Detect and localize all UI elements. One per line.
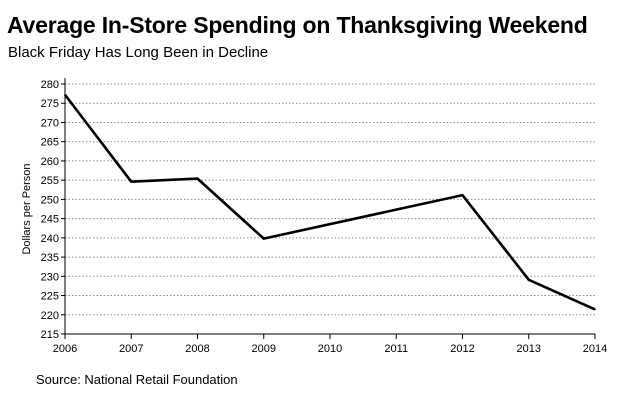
y-tick-label: 220 — [41, 310, 59, 322]
chart-title: Average In-Store Spending on Thanksgivin… — [7, 12, 588, 38]
y-tick-label: 255 — [41, 175, 59, 187]
y-tick-label: 235 — [41, 252, 59, 264]
x-axis-ticks: 2006 2007 2008 2009 2010 2011 2012 2013 2014 — [53, 334, 607, 355]
series-line — [63, 93, 596, 311]
source-note: Source: National Retail Foundation — [36, 372, 238, 387]
data-point — [461, 194, 464, 196]
data-point — [262, 237, 265, 240]
data-point — [64, 93, 66, 96]
y-tick-label: 250 — [41, 194, 59, 206]
x-tick-label: 2007 — [119, 343, 143, 355]
y-tick-label: 240 — [41, 233, 59, 245]
y-axis-label: Dollars per Person — [21, 163, 33, 254]
y-axis-ticks: 215 220 225 230 235 240 245 250 255 260 265 270 275 2… — [41, 79, 65, 341]
data-point — [130, 180, 133, 183]
x-tick-label: 2010 — [318, 343, 342, 355]
x-tick-label: 2006 — [53, 343, 77, 355]
y-tick-label: 245 — [41, 214, 59, 226]
data-point — [594, 308, 596, 311]
y-tick-label: 260 — [41, 156, 59, 168]
y-tick-label: 270 — [41, 117, 59, 129]
axes — [64, 78, 595, 335]
x-tick-label: 2014 — [583, 343, 607, 355]
y-tick-label: 265 — [41, 137, 59, 149]
x-tick-label: 2012 — [450, 343, 474, 355]
x-tick-label: 2009 — [252, 343, 276, 355]
x-tick-label: 2013 — [517, 343, 541, 355]
data-point — [527, 278, 530, 281]
y-tick-label: 225 — [41, 291, 59, 303]
x-tick-label: 2008 — [185, 343, 209, 355]
gridlines — [65, 83, 595, 316]
data-point — [196, 177, 199, 180]
series-group — [63, 93, 596, 311]
y-tick-label: 230 — [41, 271, 59, 283]
y-tick-label: 275 — [41, 98, 59, 110]
y-tick-label: 280 — [41, 79, 59, 91]
chart-subtitle: Black Friday Has Long Been in Decline — [8, 44, 269, 61]
y-tick-label: 215 — [41, 329, 59, 341]
x-tick-label: 2011 — [384, 343, 408, 355]
